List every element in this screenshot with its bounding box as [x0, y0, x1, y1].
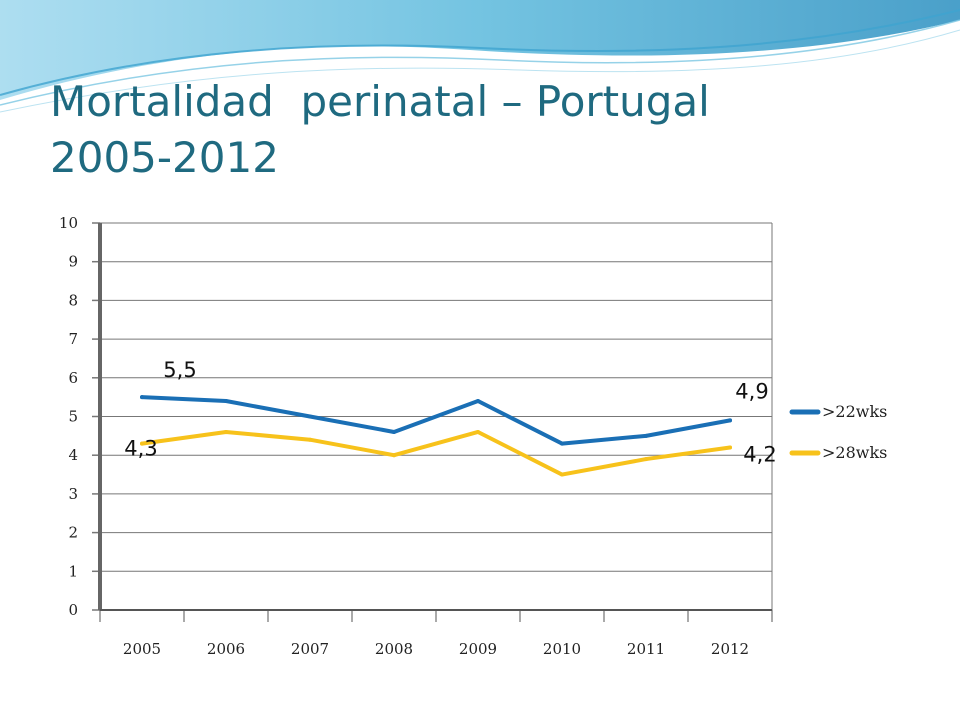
- data-label: 4,3: [124, 437, 157, 461]
- series-lines: [140, 395, 732, 477]
- data-point: [476, 429, 480, 434]
- x-tick-label: 2010: [543, 640, 581, 658]
- y-tick-label: 6: [68, 369, 78, 387]
- data-point: [728, 418, 732, 423]
- title-line-1: Mortalidad perinatal – Portugal: [50, 77, 710, 126]
- data-point: [140, 395, 144, 400]
- y-tick-label: 5: [68, 408, 78, 426]
- data-label: 4,9: [735, 379, 768, 403]
- data-point: [728, 445, 732, 450]
- legend-label-1: >22wks: [822, 402, 887, 421]
- x-tick-label: 2005: [123, 640, 161, 658]
- y-tick-label: 3: [68, 485, 78, 503]
- legend: >22wks >28wks: [789, 402, 887, 462]
- series-line-2: [140, 429, 732, 477]
- data-point: [392, 429, 396, 434]
- y-tick-label: 2: [68, 524, 78, 542]
- x-tick-label: 2008: [375, 640, 413, 658]
- y-tick-label: 4: [68, 446, 78, 464]
- series-line-1: [140, 395, 732, 446]
- x-tick-label: 2007: [291, 640, 329, 658]
- decorative-wave-banner: [0, 0, 960, 113]
- data-point: [392, 453, 396, 458]
- data-point: [644, 457, 648, 462]
- data-point: [308, 414, 312, 419]
- data-label: 5,5: [163, 358, 196, 382]
- data-point: [224, 429, 228, 434]
- data-point: [476, 399, 480, 404]
- data-point: [140, 441, 144, 446]
- y-tick-label: 10: [59, 214, 78, 232]
- y-tick-label: 7: [68, 330, 78, 348]
- y-tick-label: 1: [68, 562, 78, 580]
- data-point: [560, 472, 564, 477]
- data-labels: 5,5 4,3 4,9 4,2: [124, 358, 776, 466]
- data-point: [224, 399, 228, 404]
- data-point: [644, 433, 648, 438]
- data-point: [560, 441, 564, 446]
- x-tick-label: 2009: [459, 640, 497, 658]
- x-tick-label: 2012: [711, 640, 749, 658]
- title-line-2: 2005-2012: [50, 133, 279, 182]
- data-point: [308, 437, 312, 442]
- x-tick-label: 2006: [207, 640, 245, 658]
- x-tick-label: 2011: [627, 640, 665, 658]
- y-tick-label: 0: [68, 601, 78, 619]
- legend-label-2: >28wks: [822, 443, 887, 462]
- axes: 0 1 2 3 4 5 6 7 8 9 10 2005 2006 2007 2008 2009 2010 2011…: [59, 214, 773, 658]
- page-title: Mortalidad perinatal – Portugal 2005-201…: [50, 74, 910, 186]
- y-tick-label: 9: [68, 253, 78, 271]
- data-label: 4,2: [743, 442, 776, 466]
- y-tick-label: 8: [68, 291, 78, 309]
